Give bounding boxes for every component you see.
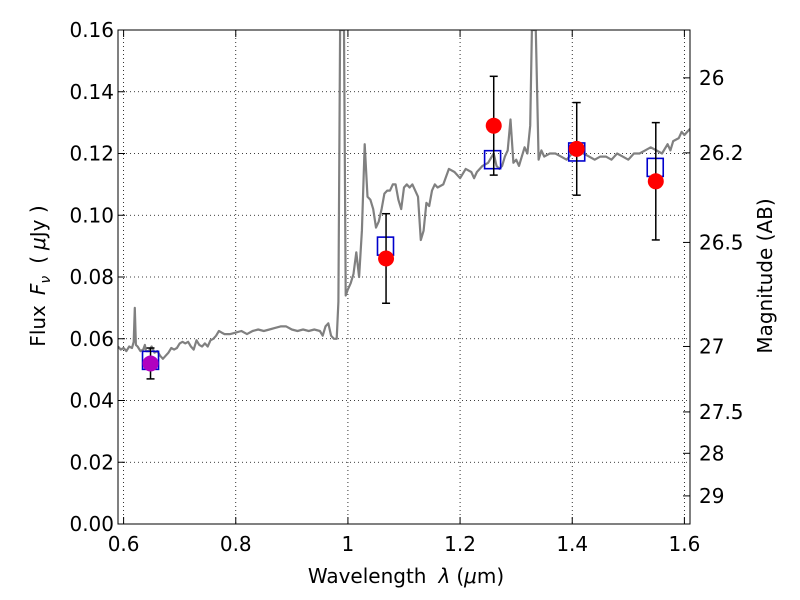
y-tick-label: 0.10 xyxy=(69,203,114,227)
y2-tick-label: 26.2 xyxy=(699,141,744,165)
y2-tick-label: 27 xyxy=(699,334,724,358)
y-tick-label: 0.14 xyxy=(69,80,114,104)
y-tick-label: 0.12 xyxy=(69,142,114,166)
y2-axis-label: Magnitude (AB) xyxy=(753,198,777,353)
x-axis-label: Wavelength λ (μm) xyxy=(308,564,504,588)
spectrum-line xyxy=(118,30,690,360)
y-axis-label: FluxFν(μJy ) xyxy=(26,205,54,346)
y2-tick-label: 27.5 xyxy=(699,400,744,424)
observed-point xyxy=(378,250,395,267)
y-tick-label: 0.08 xyxy=(69,265,114,289)
grid-lines xyxy=(118,29,690,525)
x-tick-label: 1 xyxy=(342,532,355,556)
observed-point xyxy=(568,140,585,157)
y-tick-label: 0.16 xyxy=(69,18,114,42)
y-tick-label: 0.06 xyxy=(69,327,114,351)
plot-frame xyxy=(117,29,691,525)
model-box-marker xyxy=(483,149,502,170)
observed-point xyxy=(485,117,502,134)
axis-ticks: 0.6 0.8 1 1.2 1.4 1.6 0.00 0.02 0.04 0.06 0.08 0.10… xyxy=(69,18,743,556)
observed-point xyxy=(647,173,664,190)
observed-point xyxy=(142,355,159,372)
y-tick-label: 0.02 xyxy=(69,450,114,474)
y-tick-label: 0.00 xyxy=(69,512,114,536)
x-tick-label: 1.6 xyxy=(668,532,700,556)
x-tick-label: 1.4 xyxy=(556,532,588,556)
x-tick-label: 0.6 xyxy=(108,532,140,556)
y-tick-label: 0.04 xyxy=(69,389,114,413)
plot-area xyxy=(118,30,690,380)
y2-tick-label: 26 xyxy=(699,66,724,90)
plot-data xyxy=(118,30,690,380)
y2-tick-label: 26.5 xyxy=(699,230,744,254)
x-tick-label: 0.8 xyxy=(220,532,252,556)
x-tick-label: 1.2 xyxy=(444,532,476,556)
y2-tick-label: 29 xyxy=(699,484,724,508)
y2-tick-label: 28 xyxy=(699,441,724,465)
